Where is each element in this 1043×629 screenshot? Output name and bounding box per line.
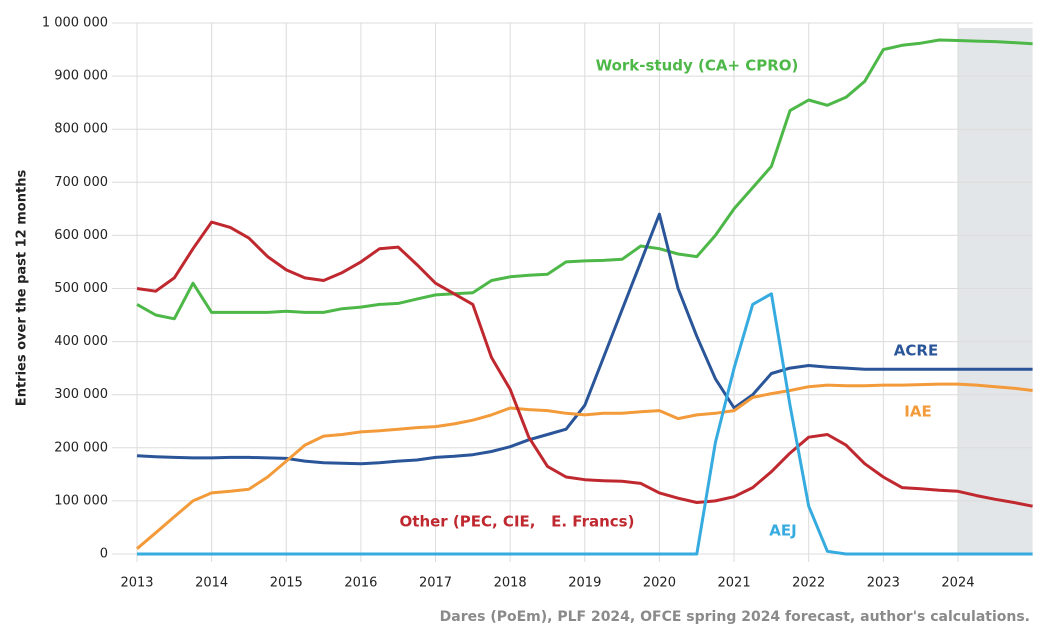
source-note: Dares (PoEm), PLF 2024, OFCE spring 2024…	[440, 609, 1030, 625]
series-label: AEJ	[769, 522, 796, 540]
x-tick-label: 2013	[120, 576, 153, 591]
y-tick-label: 1 000 000	[42, 16, 108, 31]
y-tick-label: 800 000	[54, 122, 108, 137]
y-tick-label: 500 000	[54, 281, 108, 296]
y-tick-label: 0	[100, 547, 108, 562]
x-tick-label: 2019	[568, 576, 601, 591]
y-tick-label: 100 000	[54, 493, 108, 508]
x-tick-label: 2022	[792, 576, 825, 591]
x-tick-label: 2015	[270, 576, 303, 591]
y-axis-title: Entries over the past 12 months	[15, 170, 30, 407]
series-label: IAE	[904, 403, 931, 421]
series-line	[136, 220, 1033, 508]
y-tick-label: 200 000	[54, 440, 108, 455]
x-tick-label: 2014	[195, 576, 228, 591]
x-tick-label: 2018	[494, 576, 527, 591]
x-tick-label: 2024	[941, 576, 974, 591]
series-line	[137, 292, 1033, 556]
y-tick-label: 600 000	[54, 228, 108, 243]
series-line	[136, 38, 1033, 321]
series-label: Other (PEC, CIE, E. Francs)	[400, 513, 635, 531]
series-label: Work-study (CA+ CPRO)	[596, 57, 799, 75]
grid	[112, 22, 1033, 562]
x-tick-label: 2017	[419, 576, 452, 591]
y-tick-label: 300 000	[54, 387, 108, 402]
x-tick-label: 2016	[344, 576, 377, 591]
y-tick-label: 700 000	[54, 175, 108, 190]
forecast-shade	[957, 28, 1033, 554]
y-tick-label: 400 000	[54, 334, 108, 349]
x-tick-label: 2020	[643, 576, 676, 591]
series-label: ACRE	[894, 342, 938, 360]
x-tick-label: 2021	[718, 576, 751, 591]
series-line	[136, 382, 1033, 550]
x-tick-label: 2023	[867, 576, 900, 591]
y-tick-label: 900 000	[54, 69, 108, 84]
series-line	[136, 212, 1033, 466]
